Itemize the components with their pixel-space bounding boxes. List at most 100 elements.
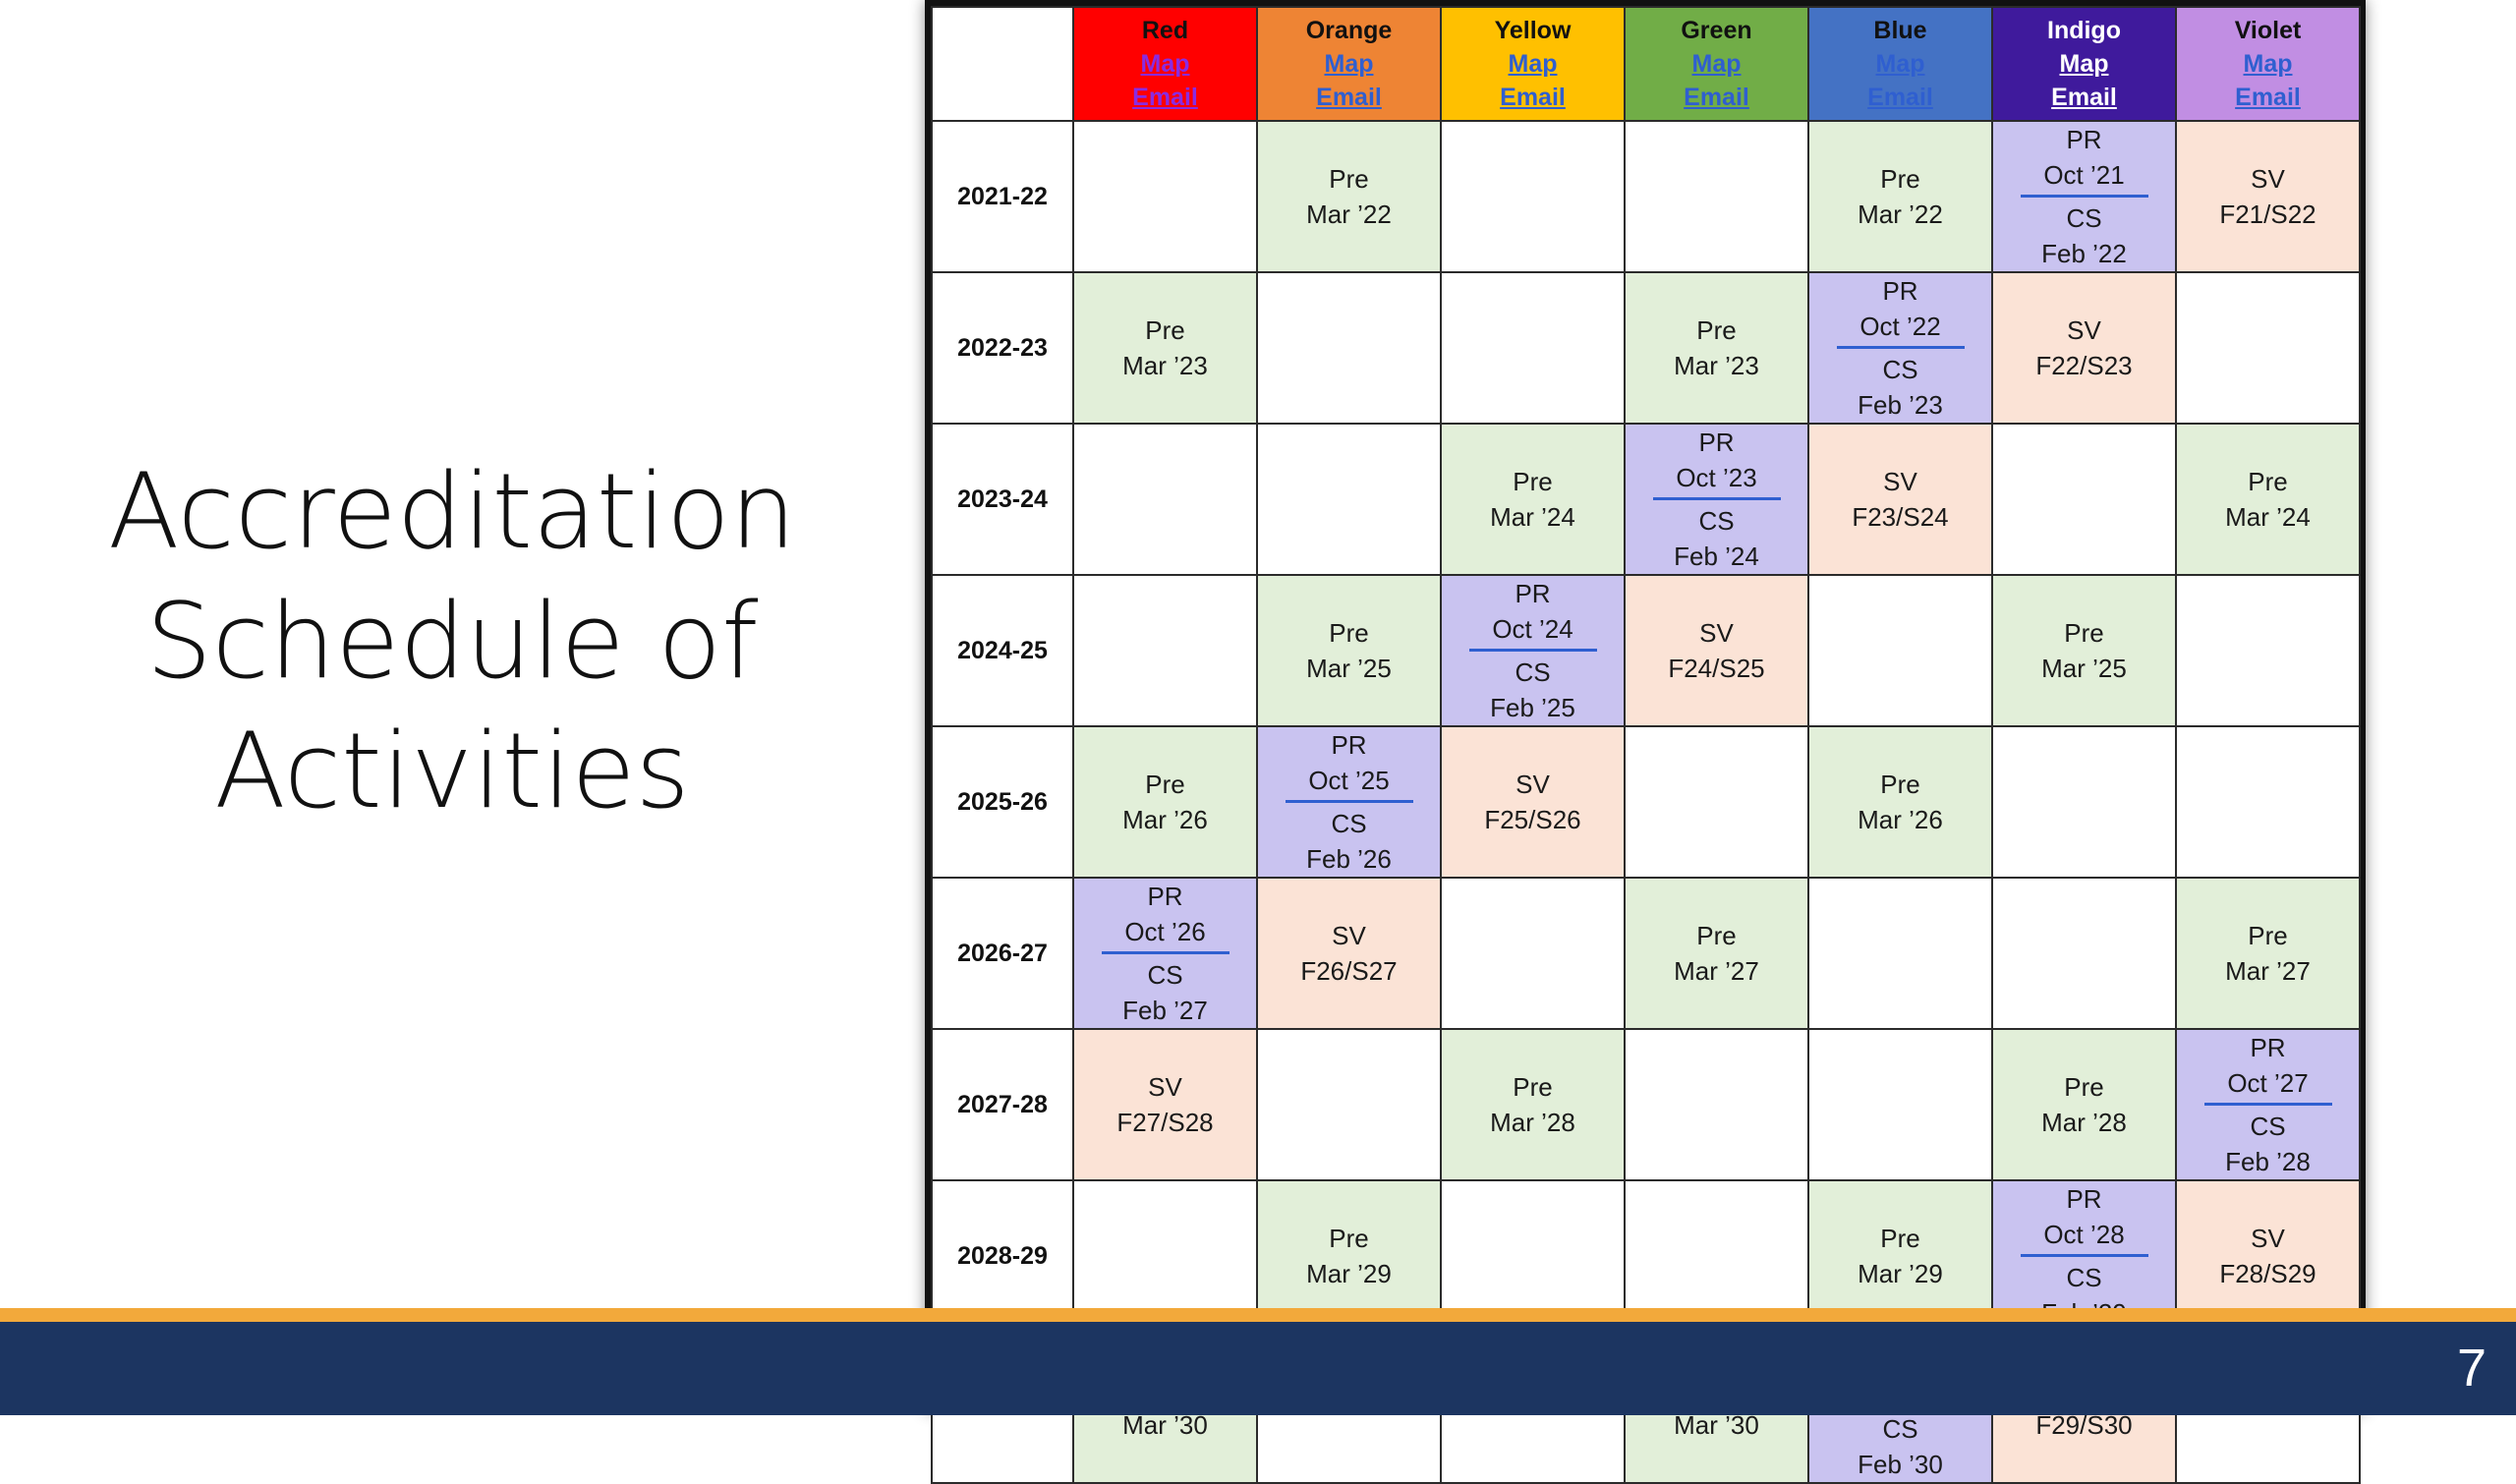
cell-line: CS <box>1515 657 1551 687</box>
schedule-cell-empty <box>1072 120 1258 273</box>
cell-line: Feb ’25 <box>1490 693 1575 722</box>
email-link[interactable]: Email <box>1316 84 1382 111</box>
schedule-cell-empty <box>1991 423 2177 576</box>
schedule-cell-prcs: PR Oct ’21 CS Feb ’22 <box>1991 120 2177 273</box>
map-link[interactable]: Map <box>1140 50 1190 78</box>
schedule-cell-empty <box>1440 1179 1626 1333</box>
schedule-cell-prcs: PR Oct ’26 CS Feb ’27 <box>1072 877 1258 1030</box>
cell-line: F25/S26 <box>1484 805 1581 834</box>
cell-line: SV <box>2251 1224 2285 1253</box>
cell-line: Mar ’26 <box>1122 805 1208 834</box>
cell-line: PR <box>1882 276 1918 306</box>
schedule-cell-prcs: PR Oct ’25 CS Feb ’26 <box>1256 725 1442 879</box>
schedule-cell-sv: SV F24/S25 <box>1624 574 1809 727</box>
schedule-cell-empty <box>1440 877 1626 1030</box>
header-row: Red Map Email Orange Map Email Yellow Map Email G… <box>931 6 2361 122</box>
map-link[interactable]: Map <box>2243 50 2293 78</box>
schedule-cell-sv: SV F22/S23 <box>1991 271 2177 425</box>
cell-line: PR <box>1698 428 1735 457</box>
schedule-cell-prcs: PR Oct ’22 CS Feb ’23 <box>1807 271 1993 425</box>
email-link[interactable]: Email <box>1500 84 1566 111</box>
cell-line: CS <box>2250 1112 2286 1141</box>
cell-line: Pre <box>1696 921 1737 950</box>
cell-divider <box>1285 800 1413 803</box>
schedule-table-frame: Red Map Email Orange Map Email Yellow Map Email G… <box>925 0 2366 1484</box>
cell-line: Oct ’24 <box>1492 614 1573 644</box>
schedule-cell-prcs: PR Oct ’27 CS Feb ’28 <box>2175 1028 2361 1181</box>
schedule-cell-sv: SV F26/S27 <box>1256 877 1442 1030</box>
schedule-cell-empty <box>2175 725 2361 879</box>
map-link[interactable]: Map <box>1875 50 1925 78</box>
schedule-cell-empty <box>1624 120 1809 273</box>
schedule-cell-pre: Pre Mar ’27 <box>2175 877 2361 1030</box>
cell-line: Mar ’23 <box>1122 351 1208 380</box>
cell-line: Pre <box>1329 164 1369 194</box>
cell-line: Feb ’30 <box>1858 1450 1943 1479</box>
cell-line: PR <box>2066 1184 2102 1214</box>
schedule-cell-empty <box>1807 1028 1993 1181</box>
schedule-cell-prcs: PR Oct ’24 CS Feb ’25 <box>1440 574 1626 727</box>
schedule-cell-pre: Pre Mar ’26 <box>1807 725 1993 879</box>
cell-line: PR <box>1331 730 1367 760</box>
cell-line: Mar ’26 <box>1858 805 1943 834</box>
cell-line: CS <box>1331 809 1367 838</box>
schedule-cell-pre: Pre Mar ’29 <box>1256 1179 1442 1333</box>
cell-line: Feb ’26 <box>1306 844 1392 874</box>
cell-line: SV <box>2251 164 2285 194</box>
cell-line: Feb ’23 <box>1858 390 1943 420</box>
title-line: Activities <box>214 711 690 831</box>
email-link[interactable]: Email <box>1867 84 1933 111</box>
column-header-green: Green Map Email <box>1624 6 1809 122</box>
cell-line: CS <box>1882 355 1918 384</box>
schedule-cell-empty <box>1256 1028 1442 1181</box>
cell-line: PR <box>2250 1033 2286 1062</box>
email-link[interactable]: Email <box>2235 84 2301 111</box>
year-label: 2021-22 <box>931 120 1074 273</box>
schedule-cell-pre: Pre Mar ’28 <box>1440 1028 1626 1181</box>
email-link[interactable]: Email <box>1684 84 1749 111</box>
cell-line: Mar ’22 <box>1858 200 1943 229</box>
table-row: 2025-26 Pre Mar ’26 PR Oct ’25 CS Feb ’26 SV F25… <box>931 725 2361 879</box>
cell-line: Pre <box>1329 618 1369 648</box>
cell-line: Pre <box>1513 1072 1553 1102</box>
email-link[interactable]: Email <box>1132 84 1198 111</box>
cell-line: Pre <box>1880 1224 1920 1253</box>
schedule-table: Red Map Email Orange Map Email Yellow Map Email G… <box>931 6 2361 1484</box>
cell-divider <box>2020 195 2148 198</box>
schedule-cell-sv: SV F28/S29 <box>2175 1179 2361 1333</box>
schedule-cell-empty <box>1072 1179 1258 1333</box>
cell-divider <box>1652 497 1781 500</box>
schedule-cell-prcs: PR Oct ’23 CS Feb ’24 <box>1624 423 1809 576</box>
email-link[interactable]: Email <box>2051 84 2117 111</box>
schedule-cell-empty <box>2175 271 2361 425</box>
footer-bar <box>0 1322 2516 1415</box>
cell-line: Mar ’28 <box>2041 1108 2127 1137</box>
cell-line: Mar ’28 <box>1490 1108 1575 1137</box>
cell-divider <box>1836 346 1965 349</box>
column-name: Yellow <box>1494 17 1572 44</box>
column-name: Orange <box>1305 17 1393 44</box>
schedule-cell-empty <box>1624 725 1809 879</box>
table-row: 2023-24 Pre Mar ’24 PR Oct ’23 CS Feb ’24 SV F23… <box>931 423 2361 576</box>
map-link[interactable]: Map <box>1324 50 1374 78</box>
schedule-cell-empty <box>1991 725 2177 879</box>
cell-line: CS <box>2066 1263 2102 1292</box>
year-label: 2028-29 <box>931 1179 1074 1333</box>
cell-line: Oct ’28 <box>2043 1220 2125 1249</box>
column-name: Blue <box>1873 17 1927 44</box>
cell-line: Feb ’24 <box>1674 542 1759 571</box>
map-link[interactable]: Map <box>2059 50 2109 78</box>
map-link[interactable]: Map <box>1691 50 1742 78</box>
schedule-cell-sv: SV F25/S26 <box>1440 725 1626 879</box>
cell-line: Pre <box>2064 1072 2104 1102</box>
slide-title: Accreditation Schedule of Activities <box>59 447 845 836</box>
schedule-cell-pre: Pre Mar ’25 <box>1991 574 2177 727</box>
table-row: 2027-28 SV F27/S28 Pre Mar ’28 Pre Mar ’28 PR Oc… <box>931 1028 2361 1181</box>
year-label: 2026-27 <box>931 877 1074 1030</box>
map-link[interactable]: Map <box>1508 50 1558 78</box>
schedule-cell-empty <box>1807 877 1993 1030</box>
cell-line: Oct ’23 <box>1676 463 1757 492</box>
table-row: 2022-23 Pre Mar ’23 Pre Mar ’23 PR Oct ’22 CS Fe… <box>931 271 2361 425</box>
table-row: 2024-25 Pre Mar ’25 PR Oct ’24 CS Feb ’25 SV F24… <box>931 574 2361 727</box>
